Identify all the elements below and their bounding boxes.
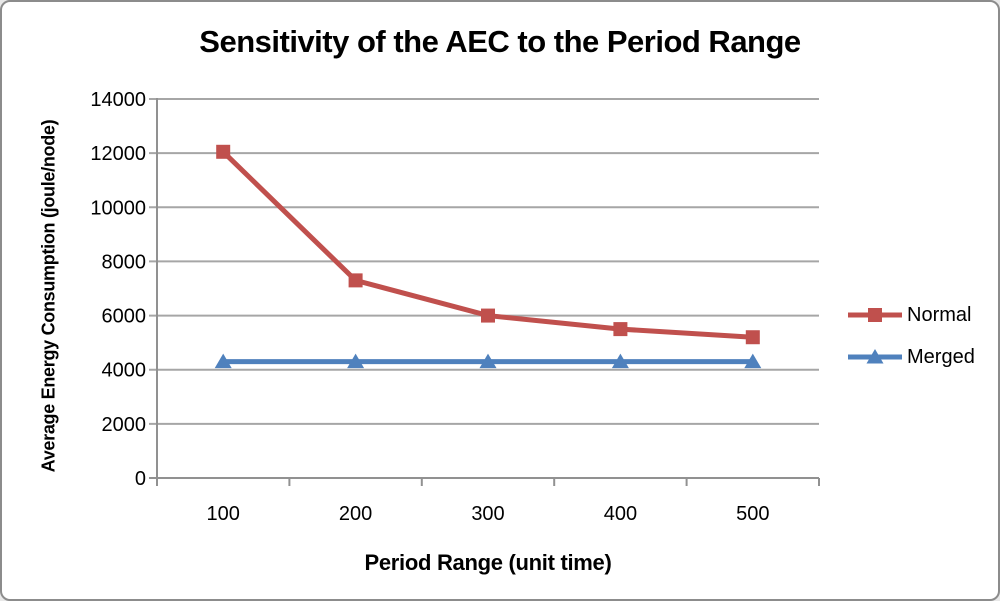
- data-point-normal-400: [613, 322, 628, 337]
- legend: Normal Merged: [847, 302, 975, 370]
- legend-label: Normal: [907, 303, 972, 326]
- y-tick-label: 12000: [90, 143, 146, 165]
- legend-item-normal: Normal: [847, 302, 975, 328]
- y-tick-label: 6000: [102, 306, 147, 328]
- square-marker-icon: [848, 308, 902, 322]
- x-tick-label: 500: [736, 503, 769, 525]
- legend-label: Merged: [907, 345, 975, 368]
- x-tick-label: 400: [604, 503, 637, 525]
- x-axis-title: Period Range (unit time): [364, 550, 612, 575]
- x-tick-label: 200: [339, 503, 372, 525]
- data-point-normal-200: [348, 273, 363, 288]
- legend-item-merged: Merged: [847, 344, 975, 370]
- data-point-merged-400: [611, 353, 629, 369]
- data-point-normal-300: [481, 308, 495, 323]
- data-point-normal-100: [216, 144, 231, 159]
- y-tick-label: 0: [135, 468, 146, 490]
- y-axis-title: Average Energy Consumption (joule/node): [38, 119, 59, 473]
- data-point-merged-500: [744, 353, 762, 369]
- chart-title: Sensitivity of the AEC to the Period Ran…: [199, 24, 801, 59]
- y-tick-label: 10000: [90, 197, 146, 219]
- y-tick-label: 2000: [102, 414, 147, 436]
- y-tick-label: 14000: [90, 89, 146, 111]
- data-point-merged-300: [479, 353, 497, 369]
- x-tick-label: 100: [207, 503, 240, 525]
- x-tick-label: 300: [471, 503, 504, 525]
- data-point-merged-100: [214, 353, 232, 369]
- data-point-normal-500: [745, 330, 760, 345]
- y-tick-label: 4000: [102, 360, 147, 382]
- data-point-merged-200: [347, 353, 365, 369]
- triangle-marker-icon: [848, 349, 902, 364]
- y-tick-label: 8000: [102, 251, 147, 273]
